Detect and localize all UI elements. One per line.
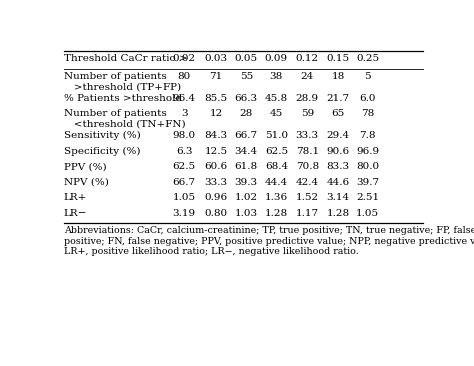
Text: 83.3: 83.3 — [327, 162, 350, 171]
Text: 3: 3 — [181, 109, 187, 118]
Text: 29.4: 29.4 — [327, 131, 350, 140]
Text: % Patients >threshold: % Patients >threshold — [64, 94, 182, 103]
Text: 62.5: 62.5 — [173, 162, 196, 171]
Text: 28.9: 28.9 — [296, 94, 319, 103]
Text: 66.7: 66.7 — [235, 131, 258, 140]
Text: 0.03: 0.03 — [205, 54, 228, 63]
Text: 70.8: 70.8 — [296, 162, 319, 171]
Text: 24: 24 — [301, 72, 314, 81]
Text: 1.17: 1.17 — [296, 209, 319, 218]
Text: NPV (%): NPV (%) — [64, 178, 109, 187]
Text: 0.96: 0.96 — [205, 193, 228, 202]
Text: Number of patients
   >threshold (TP+FP): Number of patients >threshold (TP+FP) — [64, 72, 181, 91]
Text: 85.5: 85.5 — [205, 94, 228, 103]
Text: 71: 71 — [210, 72, 223, 81]
Text: Specificity (%): Specificity (%) — [64, 147, 140, 156]
Text: 59: 59 — [301, 109, 314, 118]
Text: Abbreviations: CaCr, calcium-creatinine; TP, true positive; TN, true negative; F: Abbreviations: CaCr, calcium-creatinine;… — [64, 226, 474, 256]
Text: 1.36: 1.36 — [265, 193, 288, 202]
Text: 21.7: 21.7 — [327, 94, 350, 103]
Text: LR−: LR− — [64, 209, 87, 218]
Text: 44.4: 44.4 — [265, 178, 288, 187]
Text: 65: 65 — [331, 109, 345, 118]
Text: 2.51: 2.51 — [356, 193, 379, 202]
Text: 6.0: 6.0 — [360, 94, 376, 103]
Text: 1.03: 1.03 — [235, 209, 258, 218]
Text: 5: 5 — [365, 72, 371, 81]
Text: 6.3: 6.3 — [176, 147, 192, 156]
Text: Sensitivity (%): Sensitivity (%) — [64, 131, 140, 141]
Text: 3.14: 3.14 — [327, 193, 350, 202]
Text: 12: 12 — [210, 109, 223, 118]
Text: 28: 28 — [239, 109, 253, 118]
Text: 96.4: 96.4 — [173, 94, 196, 103]
Text: 42.4: 42.4 — [296, 178, 319, 187]
Text: 0.02: 0.02 — [173, 54, 196, 63]
Text: 18: 18 — [331, 72, 345, 81]
Text: 80.0: 80.0 — [356, 162, 379, 171]
Text: 51.0: 51.0 — [265, 131, 288, 140]
Text: 38: 38 — [270, 72, 283, 81]
Text: 1.28: 1.28 — [327, 209, 350, 218]
Text: 45.8: 45.8 — [265, 94, 288, 103]
Text: 98.0: 98.0 — [173, 131, 196, 140]
Text: 3.19: 3.19 — [173, 209, 196, 218]
Text: 96.9: 96.9 — [356, 147, 379, 156]
Text: 1.28: 1.28 — [265, 209, 288, 218]
Text: 84.3: 84.3 — [205, 131, 228, 140]
Text: 55: 55 — [239, 72, 253, 81]
Text: 44.6: 44.6 — [327, 178, 350, 187]
Text: 1.05: 1.05 — [356, 209, 379, 218]
Text: 45: 45 — [270, 109, 283, 118]
Text: 78.1: 78.1 — [296, 147, 319, 156]
Text: 39.3: 39.3 — [235, 178, 258, 187]
Text: 0.25: 0.25 — [356, 54, 379, 63]
Text: PPV (%): PPV (%) — [64, 162, 106, 171]
Text: 1.02: 1.02 — [235, 193, 258, 202]
Text: 66.7: 66.7 — [173, 178, 196, 187]
Text: 80: 80 — [178, 72, 191, 81]
Text: 34.4: 34.4 — [235, 147, 258, 156]
Text: 0.80: 0.80 — [205, 209, 228, 218]
Text: 0.12: 0.12 — [296, 54, 319, 63]
Text: 39.7: 39.7 — [356, 178, 379, 187]
Text: LR+: LR+ — [64, 193, 87, 202]
Text: 60.6: 60.6 — [205, 162, 228, 171]
Text: 66.3: 66.3 — [235, 94, 258, 103]
Text: Threshold CaCr ratio >: Threshold CaCr ratio > — [64, 54, 187, 63]
Text: Number of patients
   <threshold (TN+FN): Number of patients <threshold (TN+FN) — [64, 109, 185, 129]
Text: 78: 78 — [361, 109, 374, 118]
Text: 61.8: 61.8 — [235, 162, 258, 171]
Text: 68.4: 68.4 — [265, 162, 288, 171]
Text: 0.05: 0.05 — [235, 54, 258, 63]
Text: 12.5: 12.5 — [205, 147, 228, 156]
Text: 90.6: 90.6 — [327, 147, 350, 156]
Text: 1.05: 1.05 — [173, 193, 196, 202]
Text: 33.3: 33.3 — [296, 131, 319, 140]
Text: 1.52: 1.52 — [296, 193, 319, 202]
Text: 0.09: 0.09 — [265, 54, 288, 63]
Text: 7.8: 7.8 — [360, 131, 376, 140]
Text: 33.3: 33.3 — [205, 178, 228, 187]
Text: 0.15: 0.15 — [327, 54, 350, 63]
Text: 62.5: 62.5 — [265, 147, 288, 156]
